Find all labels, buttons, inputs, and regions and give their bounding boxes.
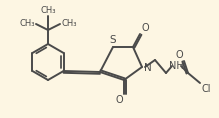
Text: CH₃: CH₃ <box>19 19 35 29</box>
Text: S: S <box>110 35 116 45</box>
Text: Cl: Cl <box>201 84 210 94</box>
Text: CH₃: CH₃ <box>40 6 56 15</box>
Text: O: O <box>141 23 149 33</box>
Text: CH₃: CH₃ <box>61 19 76 29</box>
Text: O: O <box>115 95 123 105</box>
Text: N: N <box>144 63 152 73</box>
Text: NH: NH <box>169 61 183 71</box>
Text: O: O <box>175 50 183 60</box>
